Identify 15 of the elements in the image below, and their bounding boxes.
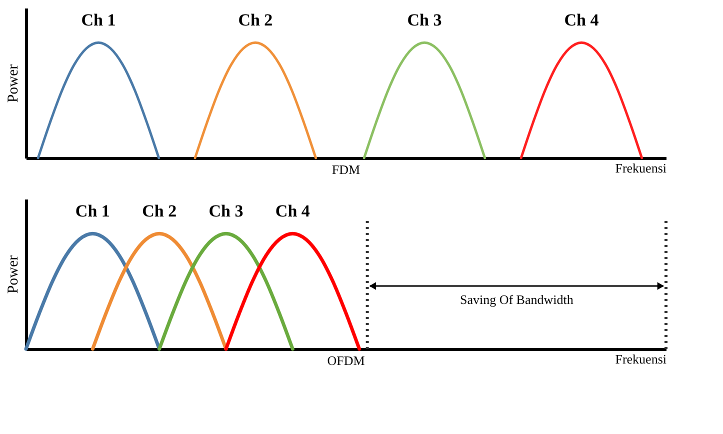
series-label: Ch 1 bbox=[75, 202, 110, 221]
series-label: Ch 1 bbox=[81, 10, 116, 30]
annotation: Saving Of Bandwidth bbox=[460, 292, 574, 307]
y-axis-title: Power bbox=[6, 255, 22, 294]
text: FDM bbox=[332, 162, 361, 177]
x-axis-title: Frekuensi bbox=[615, 352, 667, 366]
series-label: Ch 3 bbox=[208, 202, 244, 221]
series-label: Ch 2 bbox=[238, 10, 273, 30]
x-axis-title: Frekuensi bbox=[615, 160, 667, 176]
series-label: Ch 2 bbox=[142, 202, 177, 221]
series-label: Ch 4 bbox=[564, 10, 600, 30]
series-label: Ch 3 bbox=[407, 10, 442, 30]
series-label: Ch 4 bbox=[275, 202, 310, 221]
y-axis-title: Power bbox=[6, 64, 22, 103]
text: OFDM bbox=[327, 353, 366, 368]
